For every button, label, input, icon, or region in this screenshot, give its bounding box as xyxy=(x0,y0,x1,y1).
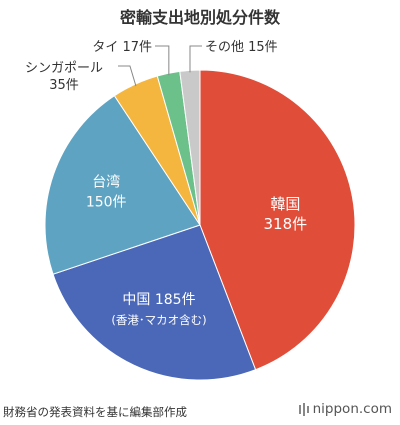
leader-line-3 xyxy=(118,65,137,87)
slice-label-3-line-1: 35件 xyxy=(49,78,79,93)
leader-line-4 xyxy=(155,45,170,76)
chart-title: 密輸支出地別処分件数 xyxy=(119,8,280,27)
slice-label-0-line-1: 318件 xyxy=(264,215,308,233)
leader-line-5 xyxy=(189,45,202,73)
slice-label-2-line-1: 150件 xyxy=(86,195,127,211)
slice-label-5-line-0: その他 15件 xyxy=(205,40,278,55)
brand-name: nippon.com xyxy=(312,401,392,417)
pie-slice-2 xyxy=(44,95,201,275)
source-note: 財務省の発表資料を基に編集部作成 xyxy=(3,405,187,419)
slice-label-1-line-1: (香港･マカオ含む) xyxy=(111,313,206,327)
slice-label-0-line-0: 韓国 xyxy=(270,195,300,213)
pie-slice-1 xyxy=(52,224,257,381)
pie-slice-0 xyxy=(199,69,356,371)
nippon-logo-icon xyxy=(298,402,309,416)
slice-label-3-line-0: シンガポール xyxy=(25,61,103,76)
slice-label-4-line-0: タイ 17件 xyxy=(92,40,152,55)
brand-logo: nippon.com xyxy=(298,401,392,417)
slice-label-2-line-0: 台湾 xyxy=(92,174,120,191)
slice-label-1-line-0: 中国 185件 xyxy=(122,292,195,308)
